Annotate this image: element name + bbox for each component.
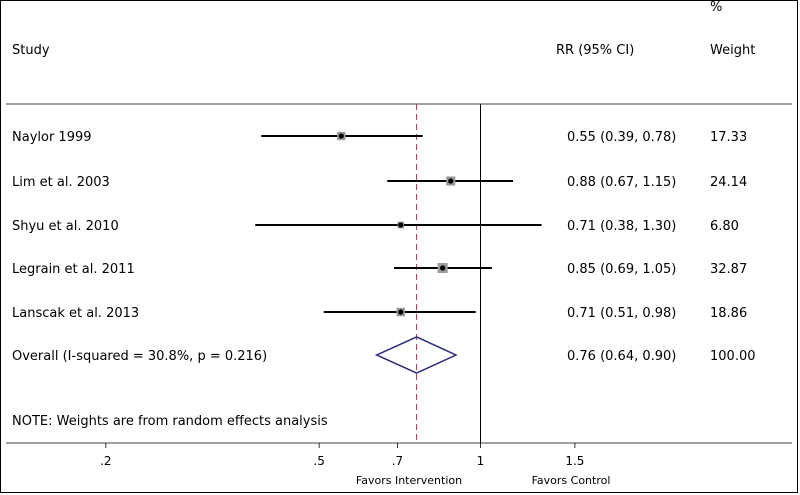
x-tick-label: .2 <box>100 454 111 468</box>
weight-value: 32.87 <box>710 262 747 277</box>
point-estimate <box>338 133 344 139</box>
x-axis: .2 .5 .7 1 1.5 Favors Intervention Favors Cont… <box>100 443 610 487</box>
header-weight-pct: % <box>710 0 722 15</box>
study-name: Legrain et al. 2011 <box>12 262 135 277</box>
reference-lines <box>416 104 481 443</box>
favors-control-caption: Favors Control <box>532 474 611 487</box>
overall-label: Overall (I-squared = 30.8%, p = 0.216) <box>12 349 267 364</box>
point-estimate <box>448 178 454 184</box>
rr-ci-value: 0.71 (0.51, 0.98) <box>567 306 676 321</box>
study-row: Naylor 1999 0.55 (0.39, 0.78) 17.33 <box>12 130 747 145</box>
study-row: Lim et al. 2003 0.88 (0.67, 1.15) 24.14 <box>12 175 747 190</box>
point-estimate <box>398 309 404 315</box>
study-row: Shyu et al. 2010 0.71 (0.38, 1.30) 6.80 <box>12 219 739 234</box>
point-estimate <box>440 265 446 271</box>
weight-value: 17.33 <box>710 130 747 145</box>
x-tick-label: .5 <box>313 454 324 468</box>
rr-ci-value: 0.71 (0.38, 1.30) <box>567 219 676 234</box>
rr-ci-value: 0.88 (0.67, 1.15) <box>567 175 676 190</box>
overall-rr-ci-value: 0.76 (0.64, 0.90) <box>567 349 676 364</box>
study-name: Lim et al. 2003 <box>12 175 110 190</box>
study-row: Lanscak et al. 2013 0.71 (0.51, 0.98) 18.8… <box>12 306 747 321</box>
x-tick-label: 1.5 <box>565 454 584 468</box>
favors-intervention-caption: Favors Intervention <box>356 474 462 487</box>
weight-value: 24.14 <box>710 175 747 190</box>
header-rr: RR (95% CI) <box>556 43 634 58</box>
study-rows: Naylor 1999 0.55 (0.39, 0.78) 17.33 Lim et … <box>12 130 747 321</box>
header-weight: Weight <box>710 43 755 58</box>
point-estimate <box>398 222 404 228</box>
x-tick-label: 1 <box>477 454 485 468</box>
study-row: Legrain et al. 2011 0.85 (0.69, 1.05) 32.8… <box>12 262 747 277</box>
weight-value: 6.80 <box>710 219 739 234</box>
weights-note: NOTE: Weights are from random effects an… <box>12 414 328 429</box>
rr-ci-value: 0.55 (0.39, 0.78) <box>567 130 676 145</box>
study-name: Lanscak et al. 2013 <box>12 306 139 321</box>
study-name: Naylor 1999 <box>12 130 92 145</box>
overall-weight-value: 100.00 <box>710 349 756 364</box>
x-tick-label: .7 <box>392 454 403 468</box>
weight-value: 18.86 <box>710 306 747 321</box>
overall-row: Overall (I-squared = 30.8%, p = 0.216) 0.… <box>12 336 756 374</box>
header-study: Study <box>12 43 50 58</box>
rr-ci-value: 0.85 (0.69, 1.05) <box>567 262 676 277</box>
overall-diamond <box>374 336 458 374</box>
study-name: Shyu et al. 2010 <box>12 219 119 234</box>
